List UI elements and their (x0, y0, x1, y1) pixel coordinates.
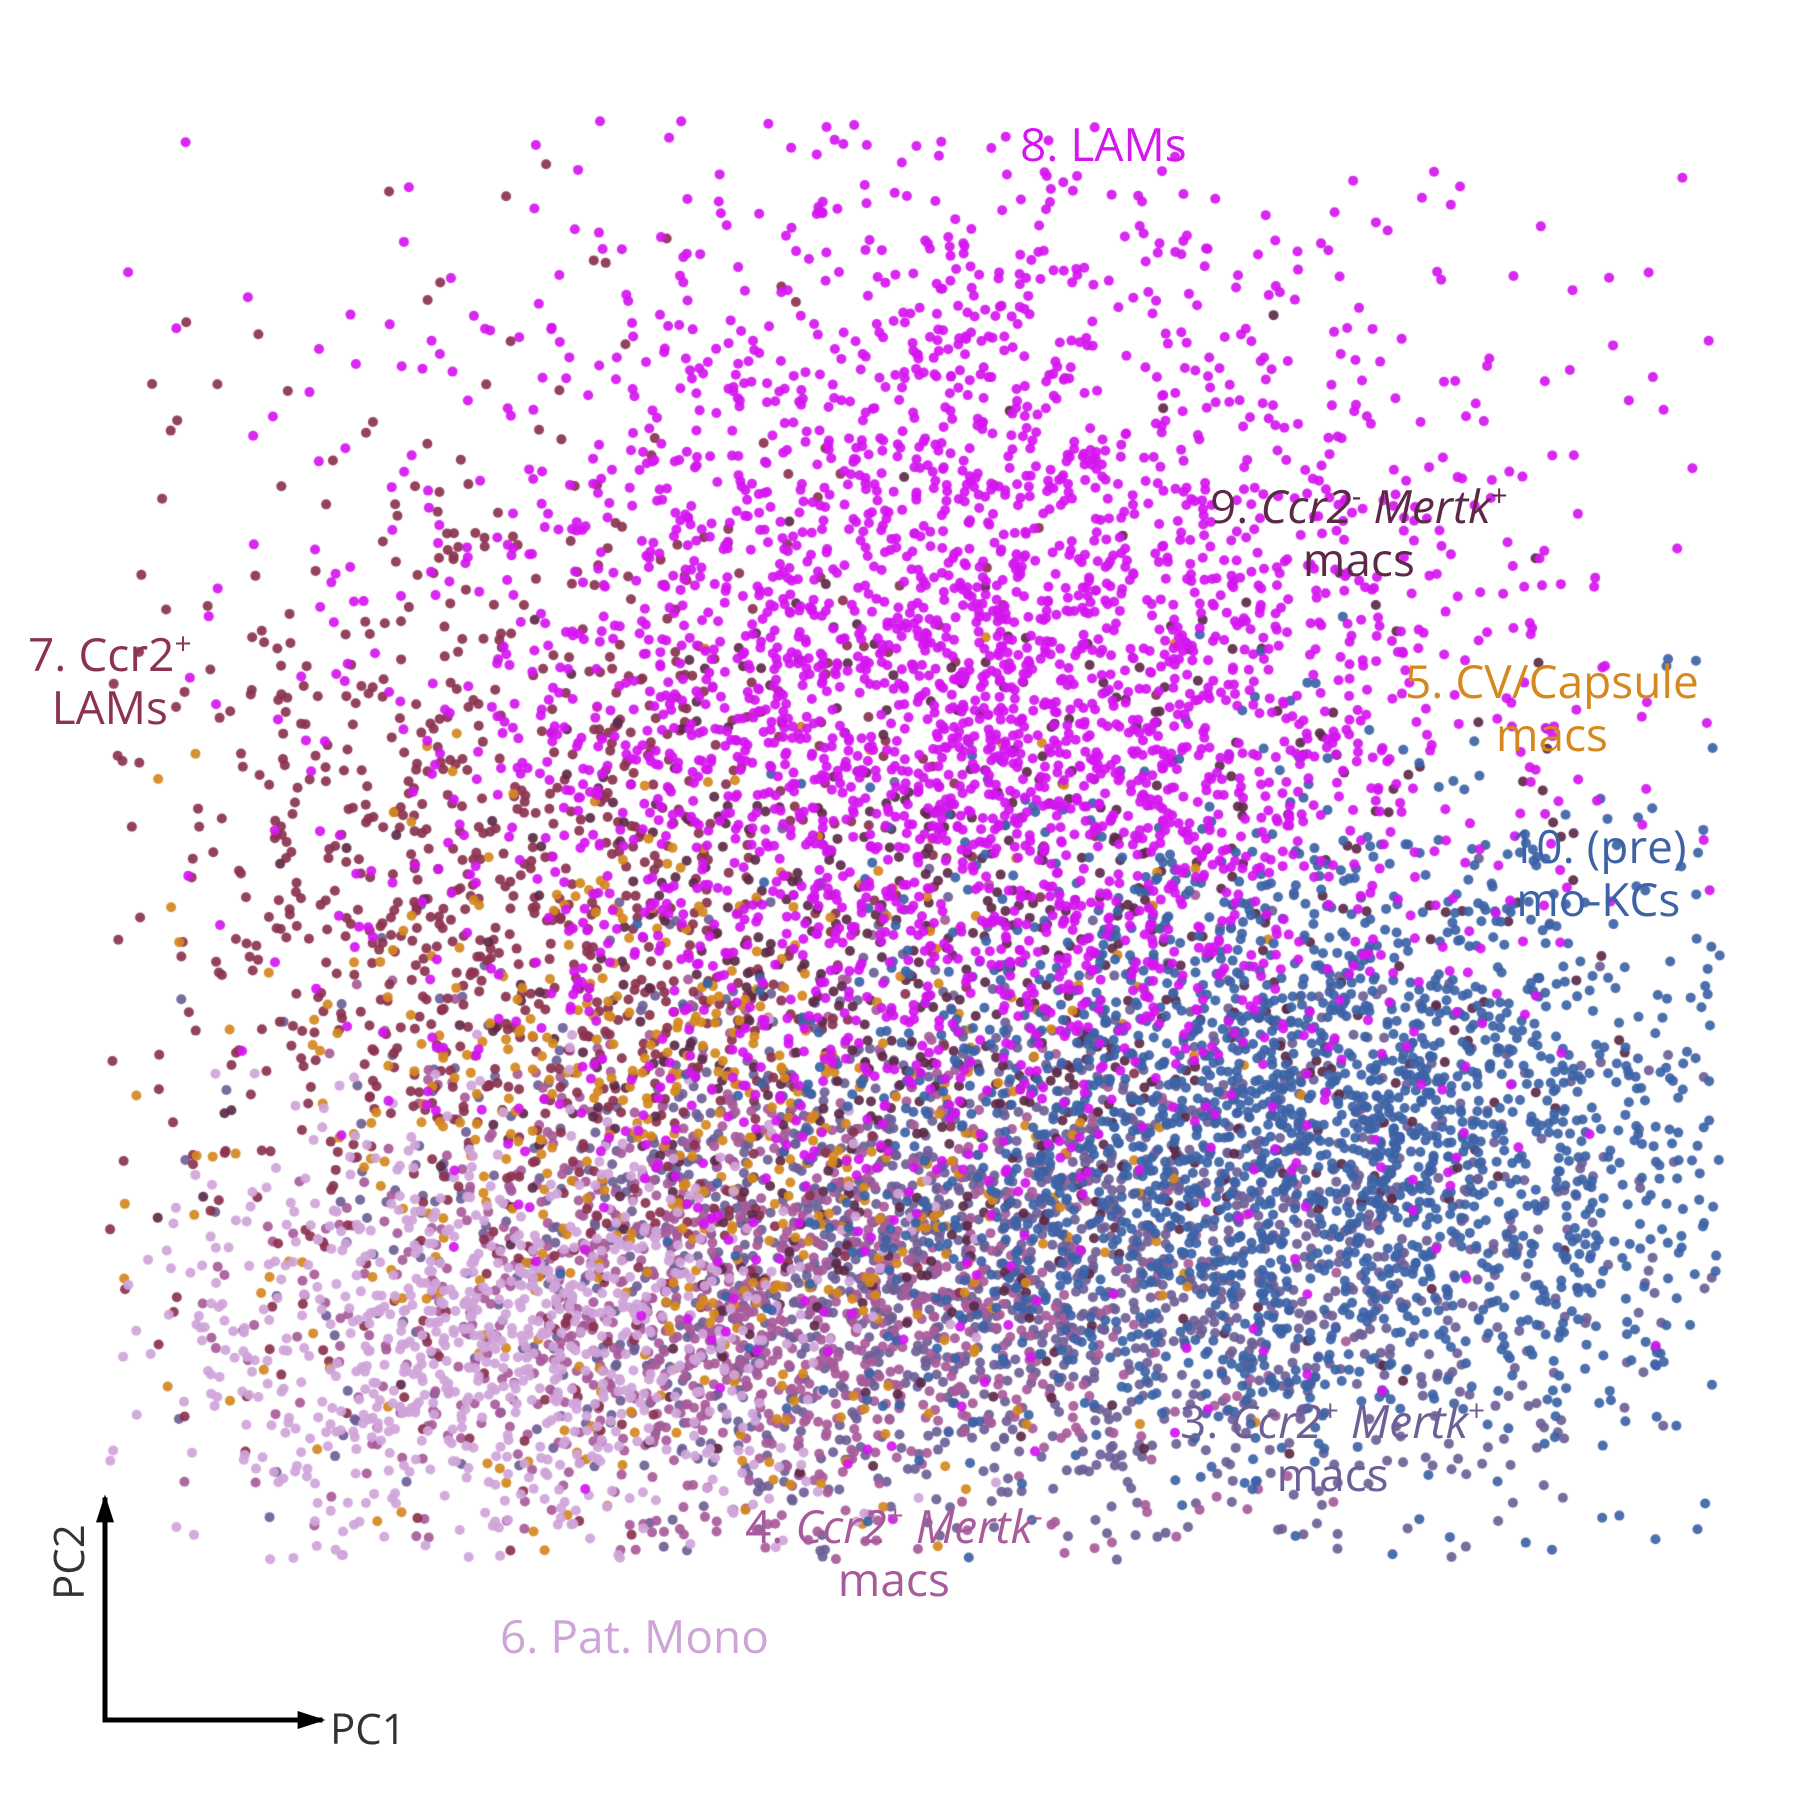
pca-scatter-figure: PC1 PC2 8. LAMs 7. Ccr2+LAMs 9. Ccr2- Mert… (0, 0, 1800, 1800)
cluster-label-6: 6. Pat. Mono (500, 1610, 769, 1663)
cluster-label-5: 5. CV/Capsulemacs (1405, 655, 1699, 761)
y-axis-label: PC2 (40, 1524, 97, 1600)
cluster-label-7: 7. Ccr2+LAMs (28, 628, 192, 734)
cluster-label-10: 10. (pre)mo-KCs (1510, 820, 1687, 926)
x-axis-label: PC1 (330, 1700, 406, 1757)
cluster-label-8: 8. LAMs (1020, 118, 1187, 171)
cluster-label-3: 3. Ccr2+ Mertk+macs (1180, 1395, 1485, 1501)
cluster-label-4: 4. Ccr2+ Mertk-macs (745, 1500, 1043, 1606)
cluster-label-9: 9. Ccr2- Mertk+macs (1210, 480, 1508, 586)
